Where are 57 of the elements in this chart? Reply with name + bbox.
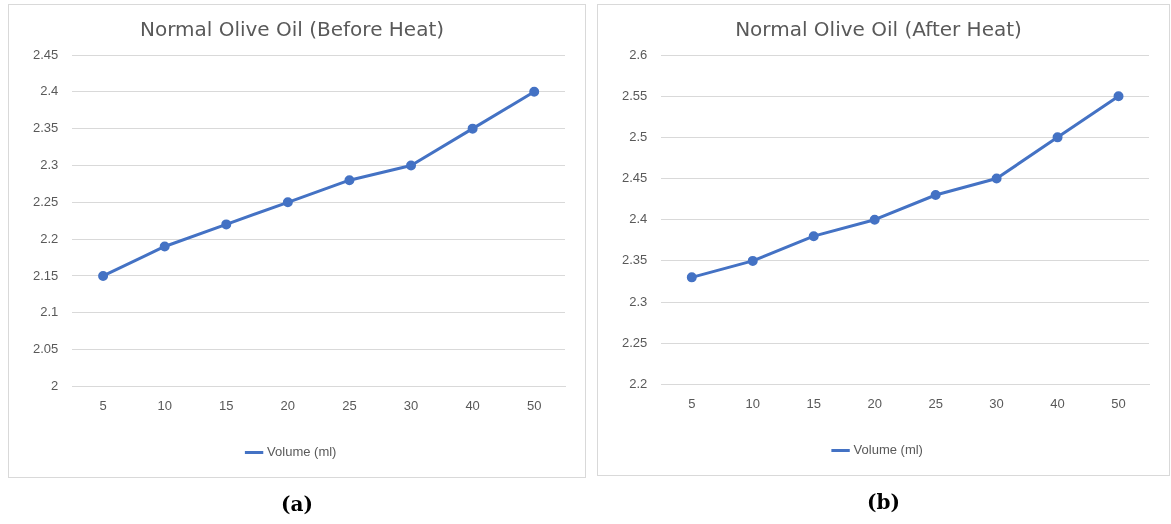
text: (a): [280, 492, 314, 516]
legend-label: Volume (ml): [267, 444, 337, 460]
x-tick-label: 5: [688, 395, 696, 411]
x-tick-label: 50: [1111, 395, 1126, 411]
x-tick-label: 10: [157, 397, 172, 413]
y-tick-label: 2.1: [40, 304, 59, 320]
y-tick-label: 2.15: [32, 267, 59, 283]
point: [467, 123, 478, 134]
x-tick-label: 30: [403, 397, 419, 413]
x-tick-label: 25: [928, 395, 943, 411]
x-tick-label: 40: [1050, 395, 1065, 411]
x-tick-label: 30: [989, 395, 1004, 411]
y-tick-label: 2.2: [629, 375, 648, 391]
point: [406, 160, 417, 171]
x-tick-label: 40: [465, 397, 480, 413]
point: [808, 231, 819, 242]
point: [98, 270, 109, 281]
text: (b): [866, 490, 901, 514]
x-tick-label: 50: [526, 397, 542, 413]
y-tick-label: 2.45: [621, 170, 648, 186]
y-tick-label: 2.2: [40, 230, 59, 246]
y-tick-label: 2.5: [629, 128, 648, 144]
x-tick-label: 10: [745, 395, 760, 411]
y-tick-label: 2.4: [40, 83, 59, 99]
y-tick-label: 2.6: [629, 46, 648, 62]
point: [869, 214, 880, 225]
x-tick-label: 15: [806, 395, 821, 411]
y-tick-label: 2.35: [621, 252, 648, 268]
y-tick-label: 2.45: [32, 46, 59, 62]
chart-title: Normal Olive Oil (After Heat): [735, 17, 1022, 42]
y-tick-label: 2.35: [32, 120, 59, 136]
y-tick-label: 2.55: [621, 87, 648, 103]
point: [221, 219, 232, 230]
x-tick-label: 20: [280, 397, 296, 413]
point: [747, 255, 758, 266]
y-tick-label: 2.4: [629, 211, 648, 227]
x-tick-label: 25: [342, 397, 357, 413]
point: [991, 173, 1002, 184]
point: [344, 175, 355, 186]
x-tick-label: 20: [867, 395, 882, 411]
point: [930, 190, 941, 200]
y-tick-label: 2.05: [32, 341, 59, 357]
chart-title: Normal Olive Oil (Before Heat): [139, 17, 445, 42]
point: [1113, 91, 1124, 102]
point: [159, 241, 170, 252]
point: [529, 86, 540, 97]
x-tick-label: 15: [219, 397, 234, 413]
y-tick-label: 2.25: [621, 334, 648, 350]
y-tick-label: 2.25: [32, 193, 59, 209]
point: [282, 197, 293, 208]
y-tick-label: 2: [51, 377, 59, 393]
point: [1052, 132, 1063, 143]
y-tick-label: 2.3: [629, 293, 648, 309]
point: [686, 272, 697, 283]
x-tick-label: 5: [99, 397, 107, 413]
y-tick-label: 2.3: [40, 157, 59, 173]
legend-label: Volume (ml): [853, 442, 923, 458]
